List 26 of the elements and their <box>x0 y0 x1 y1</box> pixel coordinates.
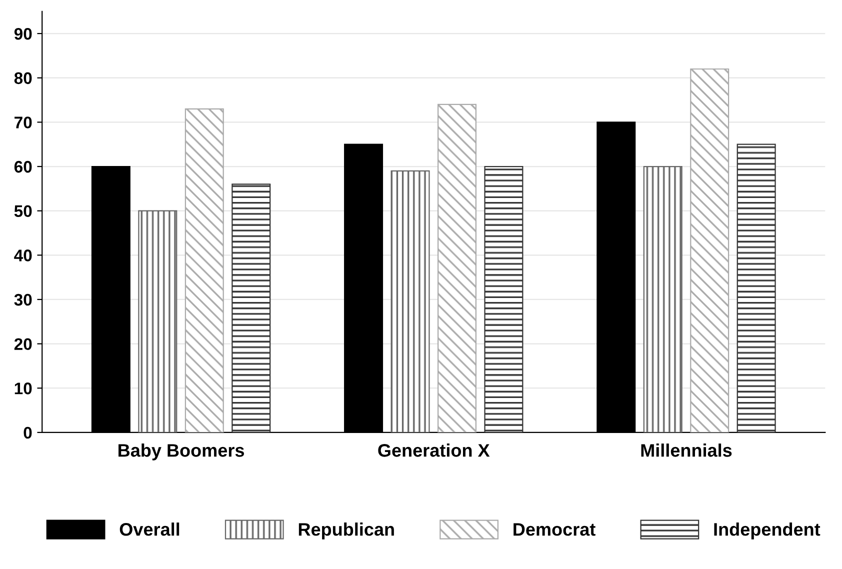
y-tick-label: 20 <box>14 338 32 350</box>
x-tick-label: Baby Boomers <box>118 444 244 460</box>
y-tick-label: 30 <box>14 294 32 306</box>
y-tick-label: 70 <box>14 116 32 128</box>
y-tick-label: 40 <box>14 250 32 262</box>
legend-label: Overall <box>120 522 180 536</box>
legend-label: Independent <box>714 522 820 540</box>
bar <box>643 166 682 432</box>
bar <box>390 170 430 432</box>
y-tick-label: 50 <box>14 205 32 218</box>
legend-label: Republican <box>298 522 394 540</box>
legend-label: Democrat <box>514 523 596 536</box>
bar <box>484 166 524 432</box>
y-tick-label: 90 <box>14 28 32 40</box>
bar <box>138 210 178 432</box>
y-tick-label: 80 <box>14 72 32 84</box>
bar <box>437 104 476 432</box>
bar <box>184 108 224 432</box>
bar <box>232 184 271 432</box>
y-tick-label: 0 <box>24 426 32 439</box>
y-tick-label: 60 <box>14 160 32 173</box>
x-tick-label: Millennials <box>641 444 732 457</box>
y-tick-label: 10 <box>14 382 32 394</box>
bar <box>690 68 730 432</box>
bar <box>736 144 776 432</box>
x-tick-label: Generation X <box>378 444 490 457</box>
